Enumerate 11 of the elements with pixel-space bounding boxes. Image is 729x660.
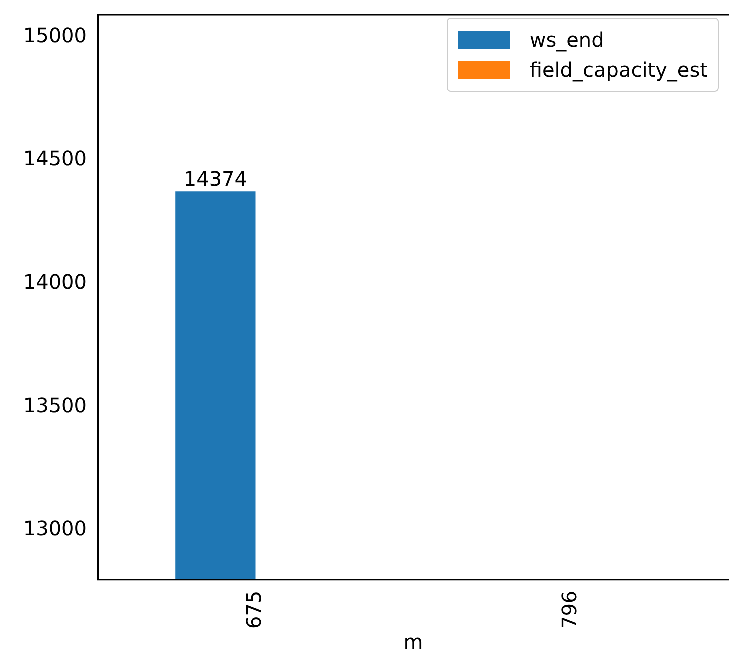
legend-label: field_capacity_est xyxy=(530,58,708,82)
x-tick-label: 675 xyxy=(242,590,266,630)
y-tick-label: 14500 xyxy=(23,146,87,171)
y-tick-label: 15000 xyxy=(23,23,87,48)
data-label: 14374 xyxy=(184,166,248,191)
y-tick-label: 13500 xyxy=(23,393,87,418)
x-axis-title: m xyxy=(404,630,424,654)
y-tick-label: 13000 xyxy=(23,516,87,541)
x-tick-label: 796 xyxy=(557,590,582,630)
y-tick-label: 14000 xyxy=(23,270,87,294)
legend-label: ws_end xyxy=(530,28,604,52)
